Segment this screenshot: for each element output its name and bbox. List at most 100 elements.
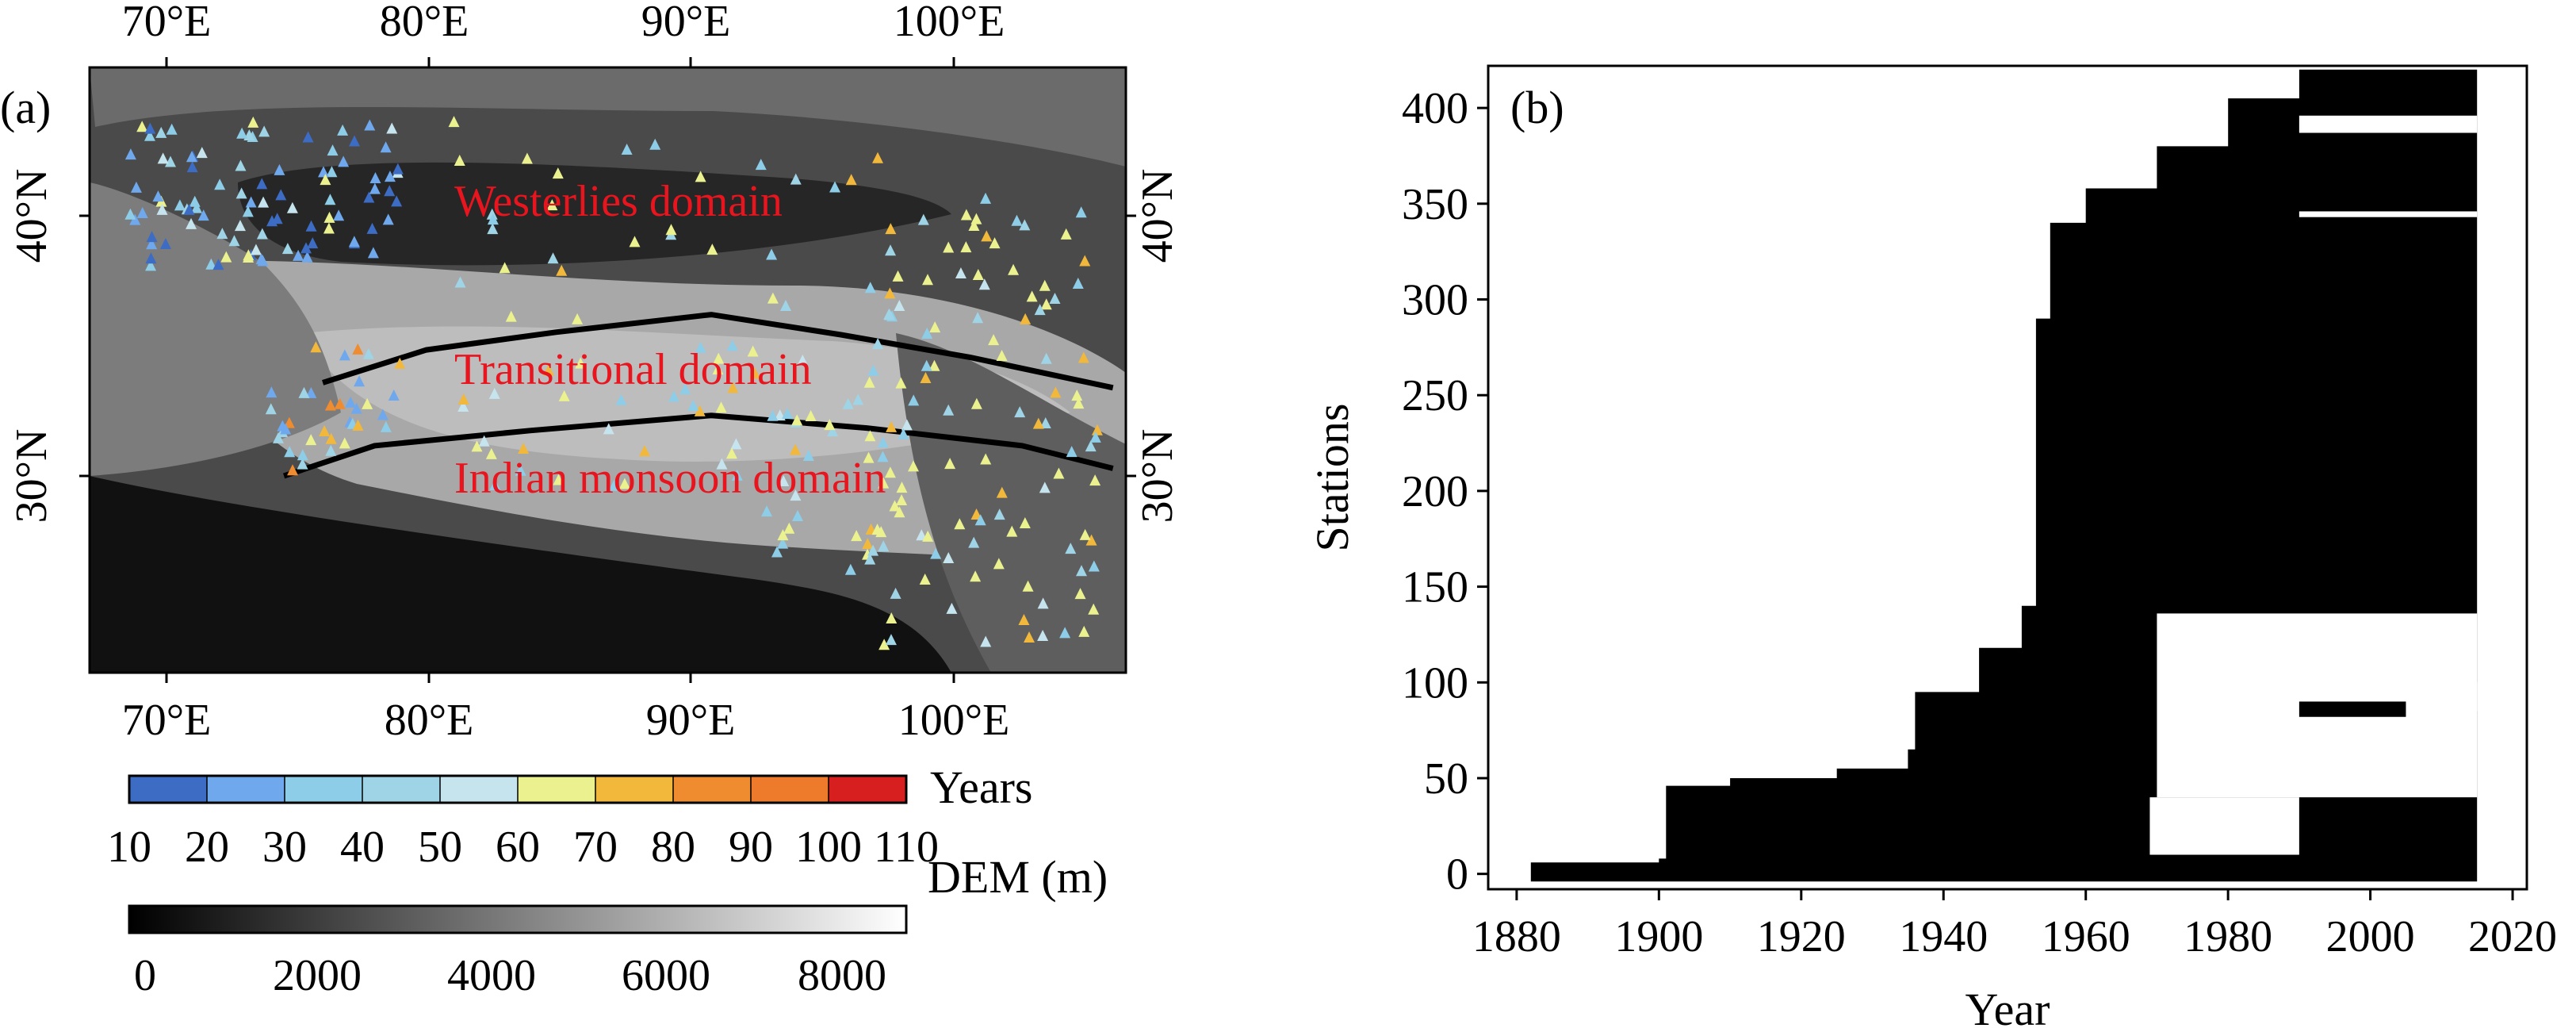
- station-marker: [325, 432, 337, 444]
- station-marker: [771, 546, 783, 558]
- station-marker: [980, 635, 992, 647]
- station-marker: [981, 230, 993, 242]
- station-marker: [350, 402, 362, 414]
- station-record-bar: [2298, 701, 2406, 717]
- station-marker: [972, 312, 984, 324]
- station-marker: [384, 171, 396, 182]
- station-marker: [144, 122, 156, 134]
- station-marker: [694, 405, 706, 416]
- top-lon-tick: 80°E: [380, 0, 469, 46]
- station-marker: [864, 553, 876, 565]
- station-marker: [382, 213, 394, 225]
- station-marker: [872, 152, 884, 163]
- years-color-swatch: [362, 775, 442, 804]
- station-marker: [380, 141, 392, 153]
- station-marker: [790, 443, 802, 455]
- years-color-swatch: [828, 775, 908, 804]
- x-tick-label: 2020: [2468, 912, 2557, 961]
- station-marker: [236, 127, 248, 139]
- station-marker: [1053, 467, 1065, 479]
- station-marker: [884, 466, 896, 478]
- station-marker: [280, 423, 292, 435]
- station-marker: [556, 264, 568, 276]
- years-colorbar: Years 10 20 30 40 50 60 70 80 90 100 110: [107, 762, 1032, 872]
- station-marker: [917, 213, 929, 225]
- station-marker: [196, 147, 208, 159]
- years-tick: 60: [496, 823, 540, 872]
- station-marker: [388, 389, 400, 401]
- station-marker: [1039, 417, 1051, 429]
- station-marker: [978, 278, 990, 290]
- station-marker: [124, 208, 136, 220]
- x-tick-label: 1900: [1614, 912, 1703, 961]
- station-marker: [1079, 528, 1091, 540]
- station-marker: [339, 349, 350, 361]
- years-color-swatch: [672, 775, 752, 804]
- station-marker: [186, 161, 198, 173]
- station-marker: [518, 443, 530, 455]
- station-marker: [1018, 613, 1030, 625]
- station-marker: [471, 440, 483, 452]
- map-right-axis: 40°N 30°N: [1126, 169, 1182, 523]
- station-marker: [247, 116, 259, 128]
- station-marker: [885, 223, 897, 235]
- station-marker: [515, 464, 526, 476]
- station-marker: [712, 363, 724, 375]
- station-marker: [960, 209, 972, 221]
- station-marker: [777, 529, 789, 541]
- station-marker: [214, 178, 226, 190]
- station-marker: [327, 144, 339, 156]
- station-marker: [1075, 206, 1087, 218]
- station-marker: [1089, 474, 1101, 486]
- station-marker: [780, 299, 792, 311]
- years-tick: 70: [573, 823, 618, 872]
- station-marker: [863, 451, 875, 463]
- years-tick: 90: [729, 823, 773, 872]
- station-marker: [258, 196, 270, 208]
- x-tick-label: 1940: [1899, 912, 1988, 961]
- station-marker: [842, 397, 854, 409]
- station-marker: [1050, 386, 1062, 398]
- station-marker: [220, 251, 232, 263]
- station-marker: [889, 500, 901, 512]
- y-tick-label: 400: [1402, 84, 1468, 133]
- top-lon-tick: 70°E: [122, 0, 212, 46]
- station-marker: [216, 228, 228, 240]
- plot-frame-b: [1487, 64, 2528, 891]
- station-marker: [323, 211, 335, 223]
- station-marker: [863, 376, 875, 388]
- station-marker: [394, 357, 406, 369]
- panel-b: (b) 1880 1900 1920 1940 1960 1980 2000 2020 0 50…: [1307, 64, 2557, 1032]
- station-marker: [486, 208, 498, 220]
- station-marker: [1071, 389, 1083, 401]
- station-marker: [1019, 219, 1031, 231]
- y-axis-label: Stations: [1307, 404, 1358, 552]
- station-marker: [885, 244, 897, 256]
- station-marker: [852, 393, 864, 405]
- station-marker: [755, 159, 767, 171]
- station-marker: [521, 152, 533, 164]
- y-axis-b: 0 50 100 150 200 250 300 350 400: [1402, 84, 1488, 900]
- station-marker: [827, 425, 839, 437]
- station-marker: [695, 341, 706, 353]
- station-marker: [320, 174, 331, 186]
- y-tick-label: 250: [1402, 371, 1468, 420]
- station-marker: [608, 479, 620, 491]
- station-marker: [145, 252, 157, 264]
- station-marker: [922, 274, 934, 286]
- years-tick: 100: [795, 823, 862, 872]
- station-marker: [1014, 406, 1026, 418]
- station-markers: [124, 116, 1103, 650]
- station-marker: [695, 171, 706, 182]
- station-marker: [1024, 631, 1035, 643]
- years-tick: 80: [651, 823, 695, 872]
- dem-tick: 4000: [447, 951, 536, 1000]
- station-marker: [980, 192, 992, 204]
- x-axis-b: 1880 1900 1920 1940 1960 1980 2000 2020: [1472, 889, 2557, 961]
- station-marker: [944, 458, 956, 470]
- map-top-axis: 70°E 80°E 90°E 100°E: [122, 0, 1005, 67]
- station-marker: [258, 125, 270, 137]
- station-marker: [302, 131, 314, 143]
- station-marker: [706, 244, 718, 255]
- station-marker: [921, 359, 932, 371]
